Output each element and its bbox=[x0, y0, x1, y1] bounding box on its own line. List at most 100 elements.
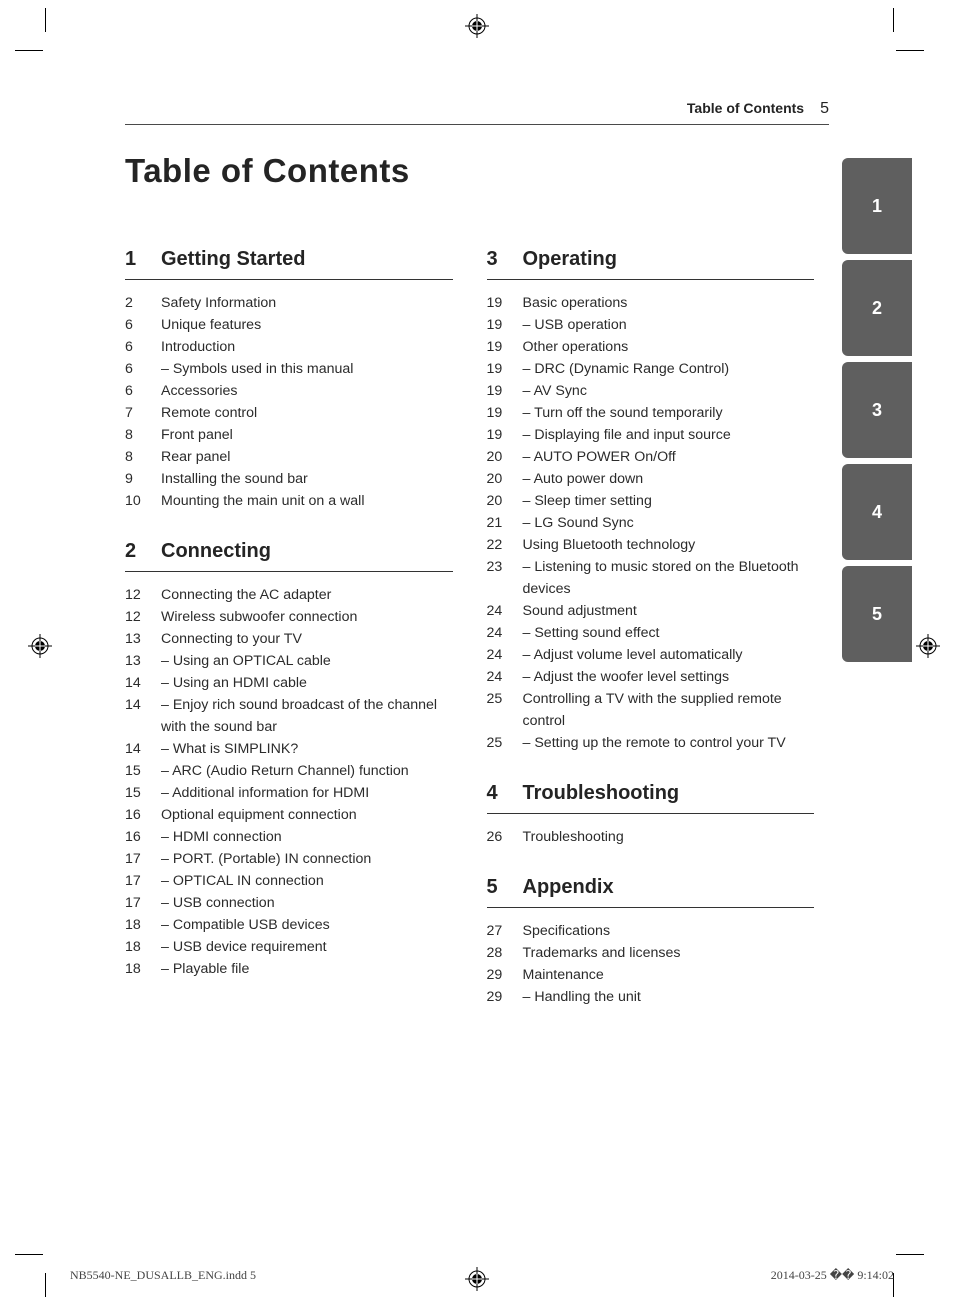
section-tab[interactable]: 1 bbox=[842, 158, 912, 254]
toc-entry: 21LG Sound Sync bbox=[487, 512, 815, 534]
toc-entry-page: 18 bbox=[125, 958, 161, 980]
toc-entry-title: Other operations bbox=[523, 336, 815, 358]
toc-section-head: 4Troubleshooting bbox=[487, 782, 815, 814]
toc-entry: 20AUTO POWER On/Off bbox=[487, 446, 815, 468]
toc-entry-title: Compatible USB devices bbox=[161, 914, 453, 936]
toc-entry: 17USB connection bbox=[125, 892, 453, 914]
toc-entry: 14What is SIMPLINK? bbox=[125, 738, 453, 760]
toc-entry: 24Adjust volume level automatically bbox=[487, 644, 815, 666]
toc-section-label: Getting Started bbox=[161, 248, 305, 271]
toc-entry: 19Turn off the sound temporarily bbox=[487, 402, 815, 424]
footer-filename: NB5540-NE_DUSALLB_ENG.indd 5 bbox=[70, 1268, 256, 1283]
toc-entry: 27Specifications bbox=[487, 920, 815, 942]
toc-entry-title: Specifications bbox=[523, 920, 815, 942]
toc-entry-page: 6 bbox=[125, 380, 161, 402]
toc-entry-title: Maintenance bbox=[523, 964, 815, 986]
toc-entry-page: 18 bbox=[125, 914, 161, 936]
toc-entry-title: AV Sync bbox=[523, 380, 815, 402]
toc-entry: 19Other operations bbox=[487, 336, 815, 358]
section-tab[interactable]: 5 bbox=[842, 566, 912, 662]
toc-entry-title: Mounting the main unit on a wall bbox=[161, 490, 453, 512]
toc-entry-title: Using an HDMI cable bbox=[161, 672, 453, 694]
registration-mark-icon bbox=[28, 634, 52, 658]
page-title: Table of Contents bbox=[125, 152, 410, 190]
toc-entry-page: 20 bbox=[487, 446, 523, 468]
toc-entry-page: 17 bbox=[125, 870, 161, 892]
toc-entry-page: 14 bbox=[125, 694, 161, 716]
toc-entry-page: 29 bbox=[487, 986, 523, 1008]
toc-entry: 20Sleep timer setting bbox=[487, 490, 815, 512]
section-tab[interactable]: 3 bbox=[842, 362, 912, 458]
toc-entry-title: Safety Information bbox=[161, 292, 453, 314]
toc-entry-title: USB connection bbox=[161, 892, 453, 914]
toc-entry-page: 19 bbox=[487, 336, 523, 358]
toc-entry-page: 16 bbox=[125, 826, 161, 848]
toc-entry-page: 8 bbox=[125, 424, 161, 446]
toc-entry-page: 19 bbox=[487, 402, 523, 424]
toc-entry: 24Sound adjustment bbox=[487, 600, 815, 622]
toc-entry-page: 28 bbox=[487, 942, 523, 964]
print-footer: NB5540-NE_DUSALLB_ENG.indd 5 2014-03-25 … bbox=[70, 1268, 894, 1283]
toc-entry-title: Optional equipment connection bbox=[161, 804, 453, 826]
toc-entry-page: 25 bbox=[487, 688, 523, 710]
toc-entry-page: 22 bbox=[487, 534, 523, 556]
toc-entry-title: Turn off the sound temporarily bbox=[523, 402, 815, 424]
toc-entry-page: 6 bbox=[125, 336, 161, 358]
toc-entry: 12Connecting the AC adapter bbox=[125, 584, 453, 606]
toc-entry-page: 24 bbox=[487, 644, 523, 666]
toc-entry-page: 27 bbox=[487, 920, 523, 942]
toc-entry: 18Compatible USB devices bbox=[125, 914, 453, 936]
toc-entry: 20Auto power down bbox=[487, 468, 815, 490]
toc-entry-page: 19 bbox=[487, 292, 523, 314]
toc-entry-title: Basic operations bbox=[523, 292, 815, 314]
footer-timestamp: 2014-03-25 �� 9:14:02 bbox=[771, 1268, 894, 1283]
toc-section-head: 2Connecting bbox=[125, 540, 453, 572]
toc-entry-page: 10 bbox=[125, 490, 161, 512]
toc-entry-page: 25 bbox=[487, 732, 523, 754]
toc-entry-title: Using Bluetooth technology bbox=[523, 534, 815, 556]
toc-section: 4Troubleshooting26Troubleshooting bbox=[487, 782, 815, 848]
toc-entry-title: USB device requirement bbox=[161, 936, 453, 958]
toc-entry: 28Trademarks and licenses bbox=[487, 942, 815, 964]
toc-entry-page: 13 bbox=[125, 650, 161, 672]
toc-entry: 6Introduction bbox=[125, 336, 453, 358]
toc-entry-title: Trademarks and licenses bbox=[523, 942, 815, 964]
toc-entry-page: 17 bbox=[125, 848, 161, 870]
toc-entry-title: What is SIMPLINK? bbox=[161, 738, 453, 760]
toc-entry-title: PORT. (Portable) IN connection bbox=[161, 848, 453, 870]
running-header: Table of Contents 5 bbox=[125, 100, 829, 125]
toc-columns: 1Getting Started2Safety Information6Uniq… bbox=[125, 248, 814, 1036]
toc-entry-title: ARC (Audio Return Channel) function bbox=[161, 760, 453, 782]
toc-entry-title: Additional information for HDMI bbox=[161, 782, 453, 804]
toc-column-left: 1Getting Started2Safety Information6Uniq… bbox=[125, 248, 453, 1036]
toc-entry: 8Front panel bbox=[125, 424, 453, 446]
toc-entry-title: Adjust the woofer level settings bbox=[523, 666, 815, 688]
toc-entry-page: 8 bbox=[125, 446, 161, 468]
toc-entry-title: OPTICAL IN connection bbox=[161, 870, 453, 892]
registration-mark-icon bbox=[465, 14, 489, 38]
toc-section-number: 2 bbox=[125, 540, 161, 563]
toc-entry-title: Displaying file and input source bbox=[523, 424, 815, 446]
toc-entry: 16HDMI connection bbox=[125, 826, 453, 848]
section-tab[interactable]: 4 bbox=[842, 464, 912, 560]
toc-entry-page: 21 bbox=[487, 512, 523, 534]
toc-section-head: 1Getting Started bbox=[125, 248, 453, 280]
toc-entry-page: 19 bbox=[487, 424, 523, 446]
toc-entry-title: Unique features bbox=[161, 314, 453, 336]
toc-entry-page: 19 bbox=[487, 314, 523, 336]
section-tab[interactable]: 2 bbox=[842, 260, 912, 356]
toc-entry: 19USB operation bbox=[487, 314, 815, 336]
toc-entry: 24Adjust the woofer level settings bbox=[487, 666, 815, 688]
toc-entry: 10Mounting the main unit on a wall bbox=[125, 490, 453, 512]
toc-entry-page: 12 bbox=[125, 606, 161, 628]
toc-entry: 6Unique features bbox=[125, 314, 453, 336]
toc-entry-title: Enjoy rich sound broadcast of the channe… bbox=[161, 694, 453, 738]
toc-entry: 13Connecting to your TV bbox=[125, 628, 453, 650]
toc-entry-title: Handling the unit bbox=[523, 986, 815, 1008]
toc-entry-page: 24 bbox=[487, 600, 523, 622]
toc-entry-page: 19 bbox=[487, 380, 523, 402]
toc-entry-title: Front panel bbox=[161, 424, 453, 446]
toc-entry-title: Controlling a TV with the supplied remot… bbox=[523, 688, 815, 732]
toc-column-right: 3Operating19Basic operations19USB operat… bbox=[487, 248, 815, 1036]
toc-entry-title: Adjust volume level automatically bbox=[523, 644, 815, 666]
